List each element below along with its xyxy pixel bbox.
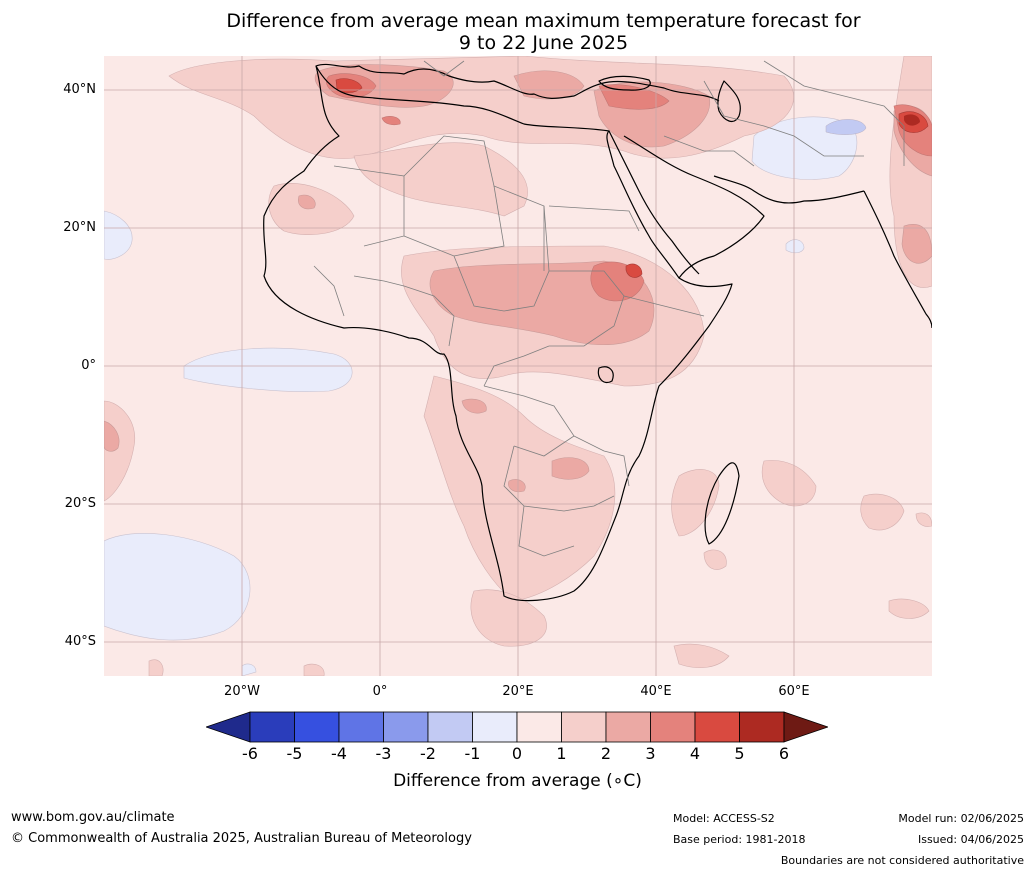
colorbar-tick-label: 1	[556, 744, 567, 763]
colorbar-tick-label: 2	[600, 744, 612, 763]
lon-label-20e: 20°E	[502, 684, 534, 699]
colorbar-segment	[516, 711, 562, 743]
cool-anomaly-areas	[104, 116, 858, 676]
lon-label-40e: 40°E	[640, 684, 672, 699]
lon-label-20w: 20°W	[224, 684, 260, 699]
colorbar-segment	[338, 711, 384, 743]
madagascar	[704, 462, 740, 545]
colorbar-segment	[294, 711, 340, 743]
footer-website[interactable]: www.bom.gov.au/climate	[11, 810, 175, 825]
europe-coast	[315, 63, 720, 102]
colorbar-tick-label: -6	[242, 744, 258, 763]
lat-label-40s: 40°S	[64, 634, 96, 649]
country-borders	[313, 60, 905, 557]
arabia-coast	[623, 135, 765, 279]
lat-label-20n: 20°N	[63, 220, 96, 235]
caspian-sea	[717, 80, 741, 123]
footer-base-period: Base period: 1981-2018	[673, 833, 806, 846]
graticule	[104, 56, 932, 676]
colorbar-tick-label: -5	[286, 744, 303, 763]
africa-coast	[263, 65, 733, 602]
lon-label-0: 0°	[372, 684, 388, 699]
lat-label-20s: 20°S	[64, 496, 96, 511]
colorbar-tick-label: -3	[375, 744, 392, 763]
footer-copyright: © Commonwealth of Australia 2025, Austra…	[11, 831, 472, 846]
black-sea	[598, 75, 651, 91]
colorbar-tick-label: 4	[689, 744, 701, 763]
colorbar-segment	[561, 711, 607, 743]
colorbar-arrow-high	[783, 711, 828, 743]
footer-model-run: Model run: 02/06/2025	[898, 812, 1024, 825]
persian-gulf	[713, 175, 865, 204]
colorbar-segment	[650, 711, 696, 743]
colorbar-segment	[605, 711, 651, 743]
lat-label-0: 0°	[81, 358, 96, 373]
lake-victoria	[597, 366, 614, 384]
colorbar-segment	[383, 711, 429, 743]
red-sea	[608, 130, 700, 275]
title-line-1: Difference from average mean maximum tem…	[226, 10, 861, 32]
footer-issued: Issued: 04/06/2025	[917, 833, 1024, 846]
colorbar-tick-label: 0	[511, 744, 523, 763]
colorbar-segment	[694, 711, 740, 743]
footer-boundaries-note: Boundaries are not considered authoritat…	[780, 854, 1024, 867]
colorbar-segment	[739, 711, 785, 743]
colorbar-tick-label: 6	[778, 744, 790, 763]
colorbar-tick-label: -2	[420, 744, 436, 763]
title-line-2: 9 to 22 June 2025	[458, 32, 629, 54]
map-title: Difference from average mean maximum tem…	[0, 10, 1035, 54]
footer-model: Model: ACCESS-S2	[673, 812, 775, 825]
colorbar-tick-label: 5	[734, 744, 745, 763]
colorbar-arrow-low	[206, 711, 251, 743]
colorbar-segment	[249, 711, 295, 743]
india-coast	[863, 190, 932, 329]
coastlines	[263, 63, 932, 602]
warm-anomaly-5-6	[904, 114, 920, 126]
colorbar-tick-label: -4	[331, 744, 347, 763]
colorbar-tick-label: 3	[645, 744, 656, 763]
colorbar-segment	[472, 711, 518, 743]
colorbar	[206, 711, 828, 743]
lat-label-40n: 40°N	[63, 82, 96, 97]
colorbar-segment	[427, 711, 473, 743]
cool-core	[825, 119, 867, 135]
colorbar-tick-label: -1	[464, 744, 481, 763]
colorbar-label: Difference from average (∘C)	[393, 771, 642, 791]
lon-label-60e: 60°E	[778, 684, 810, 699]
temperature-anomaly-map	[104, 56, 932, 676]
